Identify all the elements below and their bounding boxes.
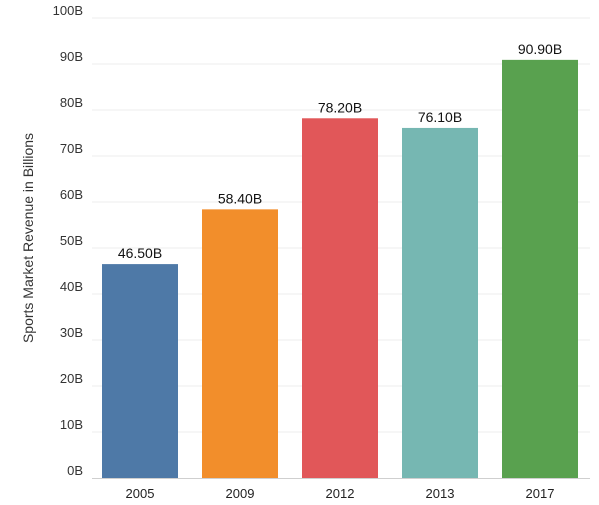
x-tick-label: 2012 bbox=[326, 486, 355, 501]
x-axis-ticks: 2005 2009 2012 2013 2017 bbox=[126, 486, 555, 501]
bar-2012 bbox=[302, 118, 378, 478]
x-tick-label: 2009 bbox=[226, 486, 255, 501]
y-tick-label: 0B bbox=[67, 463, 83, 478]
data-label: 76.10B bbox=[418, 109, 462, 125]
y-tick-label: 40B bbox=[60, 279, 83, 294]
bar-2009 bbox=[202, 209, 278, 479]
bar-2013 bbox=[402, 127, 478, 478]
y-tick-label: 10B bbox=[60, 417, 83, 432]
bar-2017 bbox=[502, 59, 578, 479]
x-tick-label: 2013 bbox=[426, 486, 455, 501]
bars bbox=[102, 59, 578, 479]
y-axis-title: Sports Market Revenue in Billions bbox=[20, 133, 36, 343]
data-label: 58.40B bbox=[218, 190, 262, 206]
y-tick-label: 60B bbox=[60, 187, 83, 202]
y-tick-label: 100B bbox=[53, 3, 83, 18]
data-label: 78.20B bbox=[318, 99, 362, 115]
data-label: 90.90B bbox=[518, 41, 562, 57]
y-tick-label: 70B bbox=[60, 141, 83, 156]
data-label: 46.50B bbox=[118, 245, 162, 261]
y-tick-label: 30B bbox=[60, 325, 83, 340]
y-tick-label: 90B bbox=[60, 49, 83, 64]
y-tick-label: 20B bbox=[60, 371, 83, 386]
bar-2005 bbox=[102, 264, 178, 478]
data-labels: 46.50B 58.40B 78.20B 76.10B 90.90B bbox=[118, 41, 562, 261]
y-axis-ticks: 0B 10B 20B 30B 40B 50B 60B 70B 80B 90B 100B bbox=[53, 3, 83, 478]
y-tick-label: 80B bbox=[60, 95, 83, 110]
y-tick-label: 50B bbox=[60, 233, 83, 248]
x-tick-label: 2017 bbox=[526, 486, 555, 501]
x-tick-label: 2005 bbox=[126, 486, 155, 501]
